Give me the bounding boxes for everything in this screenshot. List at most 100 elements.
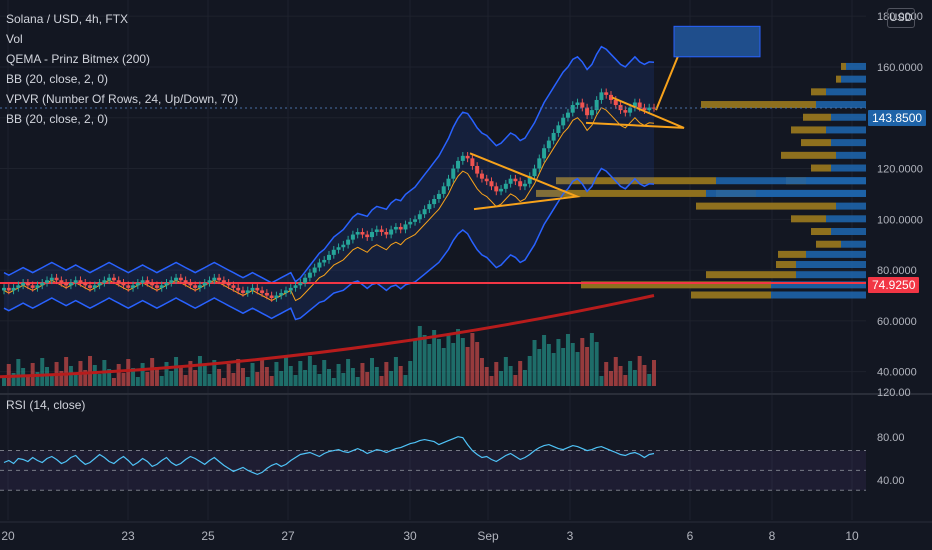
target-box <box>673 25 761 58</box>
candle <box>54 277 59 281</box>
candle <box>441 186 446 194</box>
candle <box>68 282 73 286</box>
volume-bar <box>589 333 594 386</box>
volume-bar <box>154 367 159 386</box>
bb-basis <box>3 106 655 302</box>
volume-bar <box>188 361 193 386</box>
volume-bar <box>68 366 73 386</box>
vp-row-up <box>771 291 866 299</box>
legend-indicator-bb[interactable]: BB (20, close, 2, 0) <box>6 72 109 86</box>
legend-indicator-vol[interactable]: Vol <box>6 32 23 46</box>
rsi-legend[interactable]: RSI (14, close) <box>6 398 86 412</box>
volume-bar <box>379 376 384 386</box>
candle <box>499 188 504 192</box>
volume-bar <box>111 378 116 386</box>
triangle-1 <box>469 152 581 211</box>
volume-profile <box>536 62 866 299</box>
level-price-tag: 74.9250 <box>868 277 920 293</box>
candle <box>465 155 470 159</box>
vp-row-up <box>706 189 866 197</box>
volume-bar <box>264 367 269 386</box>
candle <box>542 148 547 159</box>
volume-bar <box>475 342 480 386</box>
legend-indicator-vpvr[interactable]: VPVR (Number Of Rows, 24, Up/Down, 70) <box>6 92 239 106</box>
volume-bar <box>150 358 155 386</box>
volume-bar <box>279 371 284 386</box>
trend-drawings[interactable] <box>0 25 866 211</box>
volume-bar <box>608 371 613 386</box>
candle <box>140 280 145 283</box>
vp-row-up <box>816 101 866 109</box>
bollinger-bands <box>3 45 655 321</box>
volume-bar <box>107 369 112 386</box>
candle <box>159 285 164 288</box>
volume-bar <box>489 376 494 386</box>
volume-bar <box>522 370 527 386</box>
candle <box>317 262 322 268</box>
volume-bar <box>527 356 532 386</box>
vp-row-up <box>716 177 866 185</box>
volume-bar <box>92 365 97 386</box>
legend-indicator-qema[interactable]: QEMA - Prinz Bitmex (200) <box>6 52 151 66</box>
volume-bar <box>537 349 542 386</box>
volume-bar <box>637 356 642 386</box>
volume-bar <box>551 353 556 386</box>
volume-bar <box>64 357 69 386</box>
volume-bar <box>288 366 293 386</box>
x-tick-label: 3 <box>567 529 574 543</box>
volume-bar <box>393 357 398 386</box>
legend-indicator-bb-2[interactable]: BB (20, close, 2, 0) <box>6 112 109 126</box>
candle <box>628 107 633 113</box>
chart-legend: Solana / USD, 4h, FTX Vol QEMA - Prinz B… <box>6 9 238 129</box>
vp-row-up <box>831 113 866 121</box>
candle <box>307 272 312 278</box>
candle <box>503 183 508 189</box>
volume-bar <box>322 360 327 386</box>
candle <box>341 244 346 248</box>
volume-bar <box>604 362 609 386</box>
candle <box>336 247 341 250</box>
candle <box>350 234 355 240</box>
volume-bar <box>532 340 537 386</box>
volume-bars <box>2 326 656 386</box>
candle <box>355 232 360 235</box>
candle <box>608 94 613 100</box>
vp-row-down <box>811 88 826 96</box>
volume-bar <box>341 373 346 386</box>
y-tick-label: 80.0000 <box>877 265 917 277</box>
vp-row-up <box>841 240 866 248</box>
volume-bar <box>570 343 575 386</box>
currency-button[interactable]: USD <box>887 8 915 28</box>
volume-bar <box>88 356 93 386</box>
candle <box>59 280 64 283</box>
vp-row-down <box>803 113 831 121</box>
candle <box>245 290 250 293</box>
vp-row-down <box>781 151 836 159</box>
vp-row-down <box>811 228 831 236</box>
volume-bar <box>212 360 217 386</box>
candle <box>422 209 427 215</box>
volume-bar <box>370 358 375 386</box>
candle <box>202 282 207 286</box>
vp-row-up <box>826 88 866 96</box>
candle <box>446 178 451 187</box>
last-price-tag: 143.8500 <box>868 110 927 126</box>
candle <box>570 105 575 113</box>
volume-bar <box>355 377 360 386</box>
volume-bar <box>298 361 303 386</box>
volume-bar <box>446 334 451 386</box>
volume-bar <box>73 375 78 386</box>
candle <box>546 140 551 149</box>
volume-bar <box>140 363 145 386</box>
volume-bar <box>336 364 341 386</box>
volume-bar <box>183 375 188 386</box>
volume-bar <box>441 348 446 386</box>
candle <box>126 285 131 288</box>
vp-row-up <box>826 126 866 134</box>
candle <box>264 292 269 296</box>
volume-bar <box>408 361 413 386</box>
candle <box>322 259 327 263</box>
candle <box>427 204 432 210</box>
candle <box>25 282 30 286</box>
